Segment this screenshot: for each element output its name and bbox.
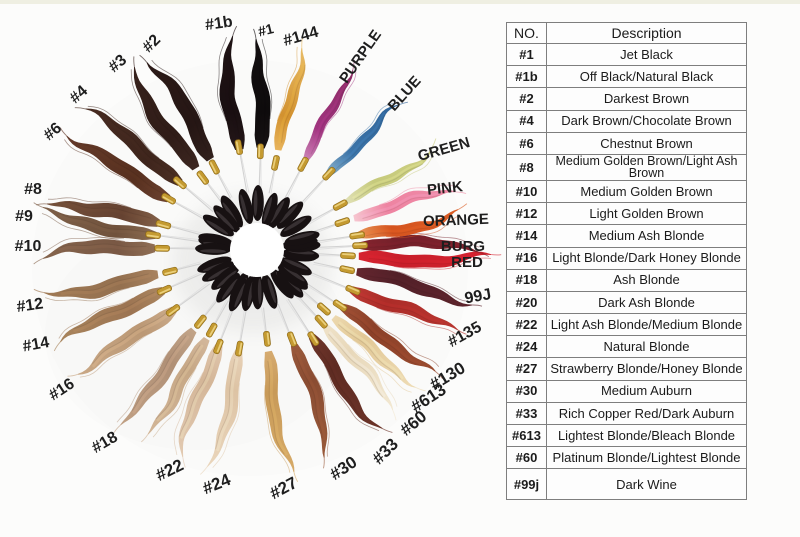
svg-text:#8: #8 (24, 181, 42, 198)
svg-text:#14: #14 (21, 334, 50, 355)
svg-text:#1: #1 (256, 20, 275, 39)
svg-text:99J: 99J (463, 286, 492, 307)
svg-text:BURG: BURG (441, 238, 485, 255)
svg-text:#12: #12 (16, 295, 45, 316)
svg-text:#9: #9 (15, 208, 33, 225)
svg-text:#18: #18 (89, 429, 121, 457)
svg-text:#3: #3 (106, 51, 131, 76)
svg-text:GREEN: GREEN (416, 134, 472, 165)
svg-text:ORANGE: ORANGE (423, 211, 489, 230)
svg-text:#2: #2 (139, 31, 164, 56)
svg-text:#4: #4 (67, 82, 92, 107)
svg-text:#1b: #1b (204, 13, 234, 34)
svg-text:RED: RED (451, 254, 483, 271)
svg-text:#33: #33 (369, 435, 402, 468)
svg-text:PINK: PINK (426, 178, 464, 199)
svg-text:#144: #144 (281, 24, 320, 50)
svg-text:#6: #6 (41, 119, 66, 144)
svg-text:BLUE: BLUE (385, 73, 425, 115)
svg-text:PURPLE: PURPLE (336, 27, 385, 87)
svg-text:#10: #10 (15, 238, 42, 255)
